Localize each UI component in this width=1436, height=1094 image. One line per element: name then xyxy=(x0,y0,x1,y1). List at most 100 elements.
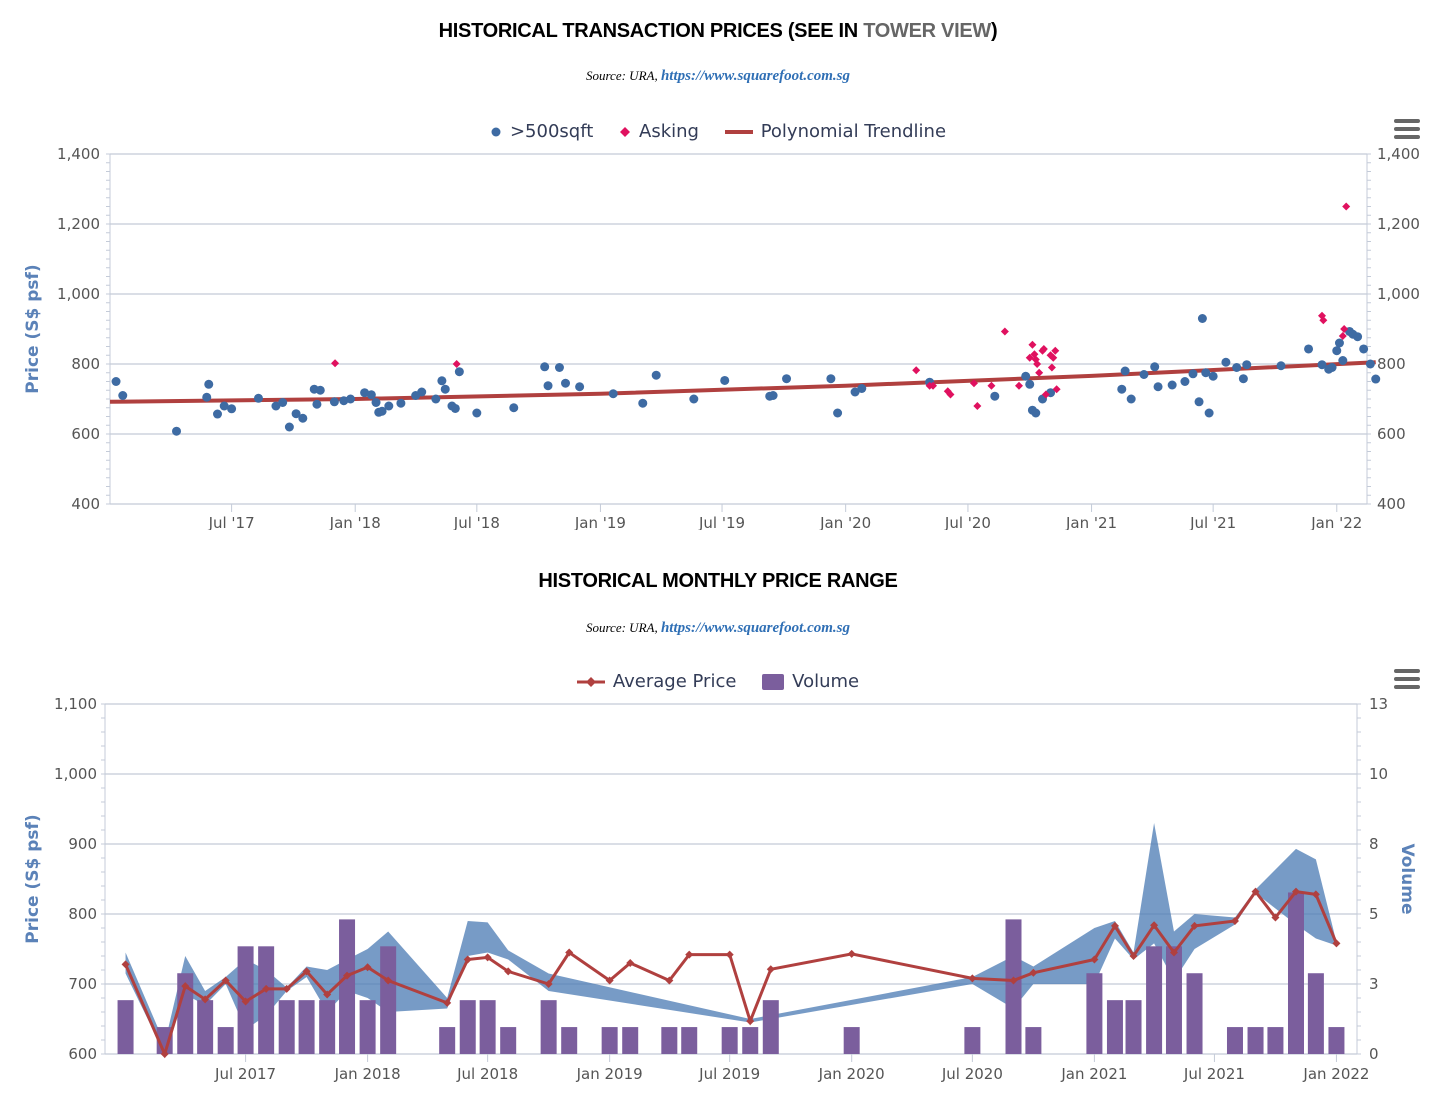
transaction-point xyxy=(1025,379,1035,389)
chart2-menu-icon[interactable] xyxy=(1394,669,1420,689)
x-tick-label: Jul '20 xyxy=(944,514,991,530)
y-tick-label: 1,200 xyxy=(57,215,100,233)
y2-axis-title: Volume xyxy=(1397,843,1417,914)
volume-bar xyxy=(561,1027,578,1054)
legend-item-asking[interactable]: Asking xyxy=(619,121,699,142)
legend-item-transactions[interactable]: >500sqft xyxy=(490,121,593,142)
asking-point xyxy=(1342,202,1351,211)
average-price-point xyxy=(201,995,210,1004)
plot-frame xyxy=(109,153,1368,505)
chart2-source: Source: URA, https://www.squarefoot.com.… xyxy=(0,620,1436,637)
volume-bar xyxy=(721,1027,738,1054)
asking-point xyxy=(987,381,996,390)
transaction-point xyxy=(1021,371,1031,381)
chart2-legend: Average Price Volume xyxy=(0,670,1436,692)
average-price-point xyxy=(323,990,332,999)
transaction-point xyxy=(472,408,482,418)
transaction-point xyxy=(312,399,322,409)
volume-bar xyxy=(661,1027,678,1054)
asking-point xyxy=(1052,385,1061,394)
y-tick-label: 1,000 xyxy=(57,285,100,303)
average-price-point xyxy=(1230,917,1239,925)
transaction-point xyxy=(1221,357,1231,367)
x-tick-label: Jan 2018 xyxy=(334,1065,401,1083)
average-price-point xyxy=(160,1050,169,1058)
average-price-point xyxy=(1311,890,1320,899)
transaction-point xyxy=(768,391,778,400)
transaction-point xyxy=(384,401,394,411)
legend-item-volume[interactable]: Volume xyxy=(762,671,859,692)
source-link[interactable]: https://www.squarefoot.com.sg xyxy=(660,620,851,636)
asking-point xyxy=(1035,368,1044,377)
legend-item-average-price[interactable]: Average Price xyxy=(576,671,736,692)
transaction-point xyxy=(826,374,836,384)
legend-label: Volume xyxy=(792,670,860,692)
y-tick-label: 1,400 xyxy=(57,145,100,163)
y-tick-label: 1,000 xyxy=(54,765,97,783)
chart1-legend: >500sqft Asking Polynomial Trendline xyxy=(0,120,1436,142)
transaction-point xyxy=(454,367,464,377)
transaction-point xyxy=(431,394,441,404)
transaction-point xyxy=(1276,361,1286,371)
average-price-point xyxy=(1190,921,1199,930)
y2-tick-label: 0 xyxy=(1369,1045,1379,1063)
volume-bar xyxy=(1086,973,1103,1054)
transaction-point xyxy=(202,392,212,402)
average-price-point xyxy=(1150,921,1159,930)
y2-tick-label: 400 xyxy=(1377,495,1406,513)
average-price-point xyxy=(343,971,352,980)
x-tick-label: Jul 2021 xyxy=(1183,1065,1245,1083)
asking-point xyxy=(452,360,461,368)
transaction-point xyxy=(540,362,550,372)
average-price-point xyxy=(746,1017,755,1026)
bar-marker-icon xyxy=(762,673,785,690)
asking-point xyxy=(1041,390,1050,399)
transaction-point xyxy=(1232,363,1242,372)
trendline-series xyxy=(109,360,1376,404)
chart1-source: Source: URA, https://www.squarefoot.com.… xyxy=(0,68,1436,85)
average-price-point xyxy=(1251,887,1260,896)
volume-bar xyxy=(1005,919,1022,1054)
transaction-point xyxy=(371,398,381,407)
average-price-point xyxy=(665,976,674,985)
legend-item-trendline[interactable]: Polynomial Trendline xyxy=(724,121,946,142)
transaction-point xyxy=(450,403,460,413)
transaction-point xyxy=(172,426,182,436)
y-tick-label: 1,100 xyxy=(54,695,97,713)
x-tick-label: Jan 2022 xyxy=(1302,1065,1369,1083)
transaction-point xyxy=(651,370,661,380)
transaction-point xyxy=(212,409,222,419)
volume-bar xyxy=(278,1000,295,1054)
source-prefix: Source: URA, xyxy=(585,68,661,83)
transaction-point xyxy=(366,390,376,400)
volume-bar xyxy=(1146,946,1163,1054)
x-tick-label: Jan 2021 xyxy=(1060,1065,1127,1083)
transaction-point xyxy=(346,394,356,404)
y2-tick-label: 1,400 xyxy=(1377,145,1420,163)
volume-bar xyxy=(1165,946,1182,1054)
volume-bar xyxy=(339,919,356,1054)
transaction-point xyxy=(561,378,571,388)
transaction-point xyxy=(437,376,447,386)
transaction-point xyxy=(1201,368,1211,378)
volume-bar xyxy=(1328,1027,1345,1054)
chart1-menu-icon[interactable] xyxy=(1394,119,1420,139)
average-price-point xyxy=(483,953,492,962)
transaction-point xyxy=(1180,377,1190,386)
x-tick-label: Jul '18 xyxy=(453,514,500,530)
average-price-point xyxy=(181,982,190,991)
transaction-point xyxy=(1150,362,1160,372)
transaction-point xyxy=(440,384,450,394)
volume-bar xyxy=(459,1000,476,1054)
average-price-point xyxy=(968,974,977,983)
transaction-point xyxy=(1204,408,1214,418)
x-tick-label: Jan 2020 xyxy=(818,1065,885,1083)
average-price-point xyxy=(1271,913,1280,922)
transaction-point xyxy=(1371,374,1381,384)
average-price-point xyxy=(626,959,635,967)
source-link[interactable]: https://www.squarefoot.com.sg xyxy=(660,68,851,84)
volume-bar xyxy=(1226,1027,1243,1054)
volume-bar xyxy=(1025,1027,1042,1054)
tower-view-link[interactable]: TOWER VIEW xyxy=(863,20,991,42)
diamond-marker-icon xyxy=(620,126,631,137)
